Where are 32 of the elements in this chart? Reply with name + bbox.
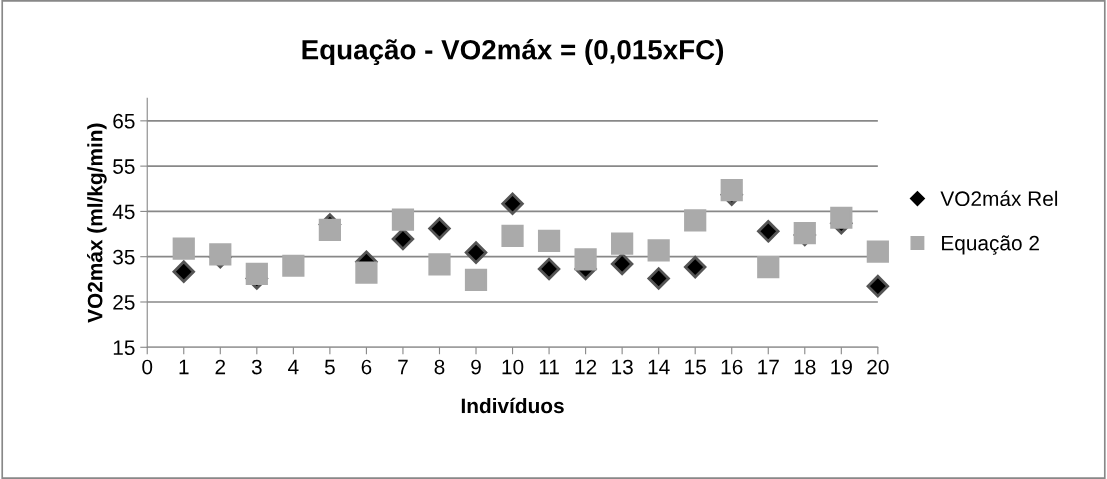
x-tick-label: 14 <box>648 359 670 375</box>
x-tick-label: 6 <box>361 359 372 375</box>
x-tick-label: 15 <box>685 359 706 375</box>
y-tick-label: 35 <box>113 249 135 265</box>
y-tick-label: 45 <box>112 204 135 220</box>
x-tick-label: 13 <box>612 359 633 375</box>
x-tick-label: 12 <box>575 359 597 375</box>
x-tick-label: 0 <box>142 359 153 375</box>
x-tick-label: 1 <box>179 359 189 375</box>
y-tick-label: 15 <box>113 340 135 356</box>
x-axis-title: Indivíduos <box>461 397 564 414</box>
x-tick-label: 11 <box>539 359 559 375</box>
x-tick-label: 17 <box>758 359 779 375</box>
x-tick-label: 16 <box>721 359 743 375</box>
legend-label: Equação 2 <box>942 235 1039 255</box>
x-tick-label: 4 <box>288 359 299 375</box>
x-tick-label: 2 <box>215 359 226 375</box>
x-tick-label: 8 <box>434 359 445 375</box>
x-tick-label: 9 <box>471 359 481 375</box>
x-tick-label: 18 <box>794 359 816 375</box>
chart-title: Equação - VO2máx = (0,015xFC) <box>302 38 724 66</box>
y-tick-label: 55 <box>113 159 135 174</box>
y-axis-title: VO2máx (ml/kg/min) <box>87 123 107 323</box>
x-tick-label: 5 <box>324 359 335 375</box>
x-tick-label: 10 <box>502 359 524 375</box>
x-tick-label: 3 <box>251 359 262 375</box>
legend-label: VO2máx Rel <box>940 190 1058 207</box>
x-tick-label: 20 <box>867 359 889 375</box>
x-tick-label: 19 <box>831 359 852 375</box>
x-tick-label: 7 <box>398 359 408 375</box>
y-tick-label: 65 <box>113 113 135 129</box>
y-tick-label: 25 <box>113 294 135 310</box>
